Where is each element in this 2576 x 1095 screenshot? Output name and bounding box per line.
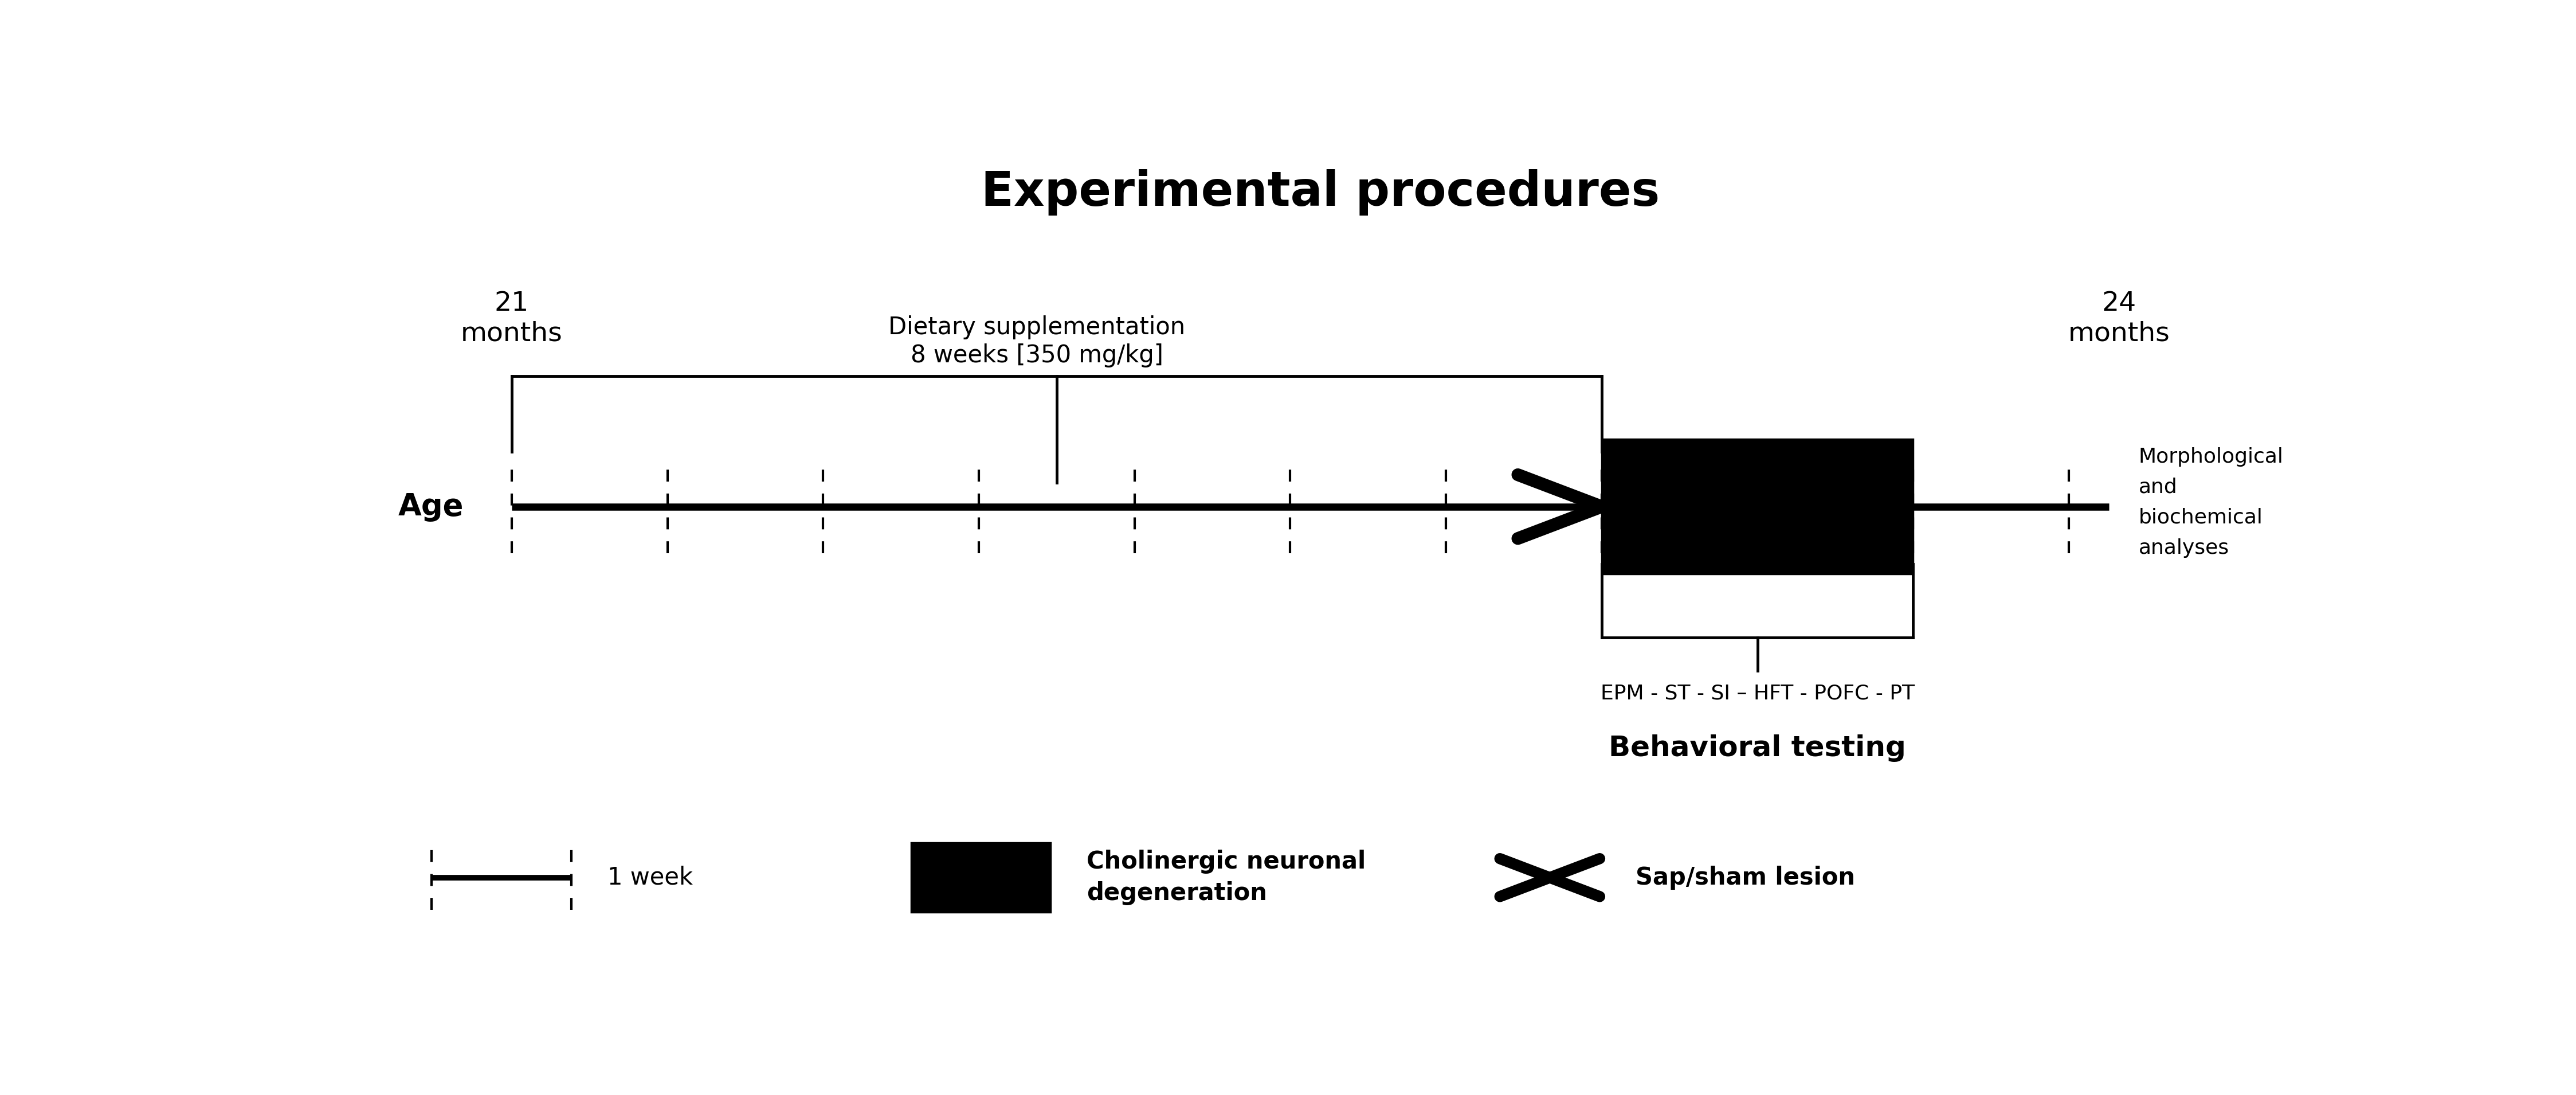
Text: Behavioral testing: Behavioral testing [1610, 735, 1906, 762]
Text: Sap/sham lesion: Sap/sham lesion [1636, 865, 1855, 889]
Text: Experimental procedures: Experimental procedures [981, 170, 1659, 216]
Text: Age: Age [397, 492, 464, 521]
Bar [1602, 439, 1914, 574]
Text: 24
months: 24 months [2069, 291, 2169, 346]
Bar [912, 843, 1051, 912]
Text: Morphological
and
biochemical
analyses: Morphological and biochemical analyses [2138, 447, 2285, 557]
Text: EPM - ST - SI – HFT - POFC - PT: EPM - ST - SI – HFT - POFC - PT [1600, 683, 1914, 703]
Text: Cholinergic neuronal
degeneration: Cholinergic neuronal degeneration [1087, 850, 1365, 906]
Text: Dietary supplementation
8 weeks [350 mg/kg]: Dietary supplementation 8 weeks [350 mg/… [889, 315, 1185, 368]
Text: 21
months: 21 months [461, 291, 562, 346]
Text: 1 week: 1 week [608, 865, 693, 889]
